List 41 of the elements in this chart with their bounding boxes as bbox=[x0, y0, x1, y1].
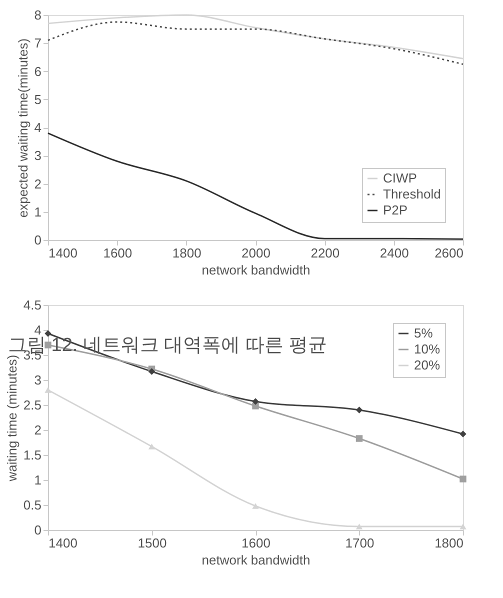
legend-label: 20% bbox=[414, 358, 440, 372]
x-tick-label: 1800 bbox=[434, 536, 464, 550]
y-tick-label: 6 bbox=[34, 64, 42, 79]
y-tick-label: 5 bbox=[34, 92, 42, 107]
y-tick-label: 0.5 bbox=[23, 498, 42, 512]
y-tick-label: 1 bbox=[34, 204, 42, 220]
x-tick-label: 1700 bbox=[345, 536, 374, 550]
y-tick-label: 4 bbox=[34, 120, 42, 135]
y-tick-label: 3 bbox=[34, 148, 42, 164]
x-tick-label: 2000 bbox=[242, 246, 270, 260]
y-tick-label: 4 bbox=[34, 322, 42, 338]
y-axis-title: waiting time (minutes) bbox=[4, 354, 20, 482]
y-tick-label: 0 bbox=[34, 232, 42, 248]
y-tick-label: 1 bbox=[34, 472, 42, 488]
y-tick-label: 7 bbox=[34, 36, 42, 51]
y-tick-label: 1.5 bbox=[23, 448, 42, 462]
y-tick-label: 2 bbox=[34, 422, 42, 438]
x-tick-label: 1600 bbox=[242, 536, 270, 550]
y-tick-label: 2.5 bbox=[23, 398, 42, 412]
y-axis-title: expected waiting time(minutes) bbox=[15, 38, 30, 218]
x-tick-label: 2600 bbox=[434, 246, 464, 260]
x-axis-title: network bandwidth bbox=[202, 262, 310, 278]
y-tick-label: 4.5 bbox=[23, 298, 42, 312]
legend-label: 5% bbox=[414, 326, 434, 340]
x-tick-label: 1400 bbox=[48, 246, 78, 260]
legend-label: P2P bbox=[383, 202, 408, 218]
y-tick-label: 8 bbox=[34, 8, 42, 22]
x-tick-label: 1400 bbox=[48, 536, 78, 550]
x-axis-title: network bandwidth bbox=[202, 552, 310, 568]
y-tick-label: 0 bbox=[34, 522, 42, 538]
legend-label: Threshold bbox=[383, 186, 441, 202]
legend-label: CIWP bbox=[383, 170, 417, 186]
x-tick-label: 1800 bbox=[172, 246, 202, 260]
y-tick-label: 2 bbox=[34, 176, 42, 192]
y-tick-label: 3 bbox=[34, 372, 42, 388]
x-tick-label: 2200 bbox=[310, 246, 340, 260]
x-tick-label: 1500 bbox=[138, 536, 167, 550]
x-tick-label: 2400 bbox=[380, 246, 409, 260]
legend-label: 10% bbox=[414, 342, 440, 356]
line-series bbox=[47, 21, 464, 65]
x-tick-label: 1600 bbox=[103, 246, 132, 260]
